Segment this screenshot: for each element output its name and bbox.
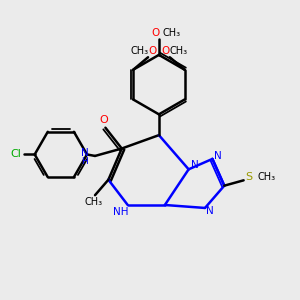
Text: N: N [206, 206, 214, 216]
Text: O: O [161, 46, 170, 56]
Text: CH₃: CH₃ [258, 172, 276, 182]
Text: Cl: Cl [10, 149, 21, 160]
Text: O: O [148, 46, 157, 56]
Text: N: N [191, 160, 199, 170]
Text: S: S [245, 172, 253, 182]
Text: CH₃: CH₃ [162, 28, 181, 38]
Text: NH: NH [113, 207, 129, 218]
Text: CH₃: CH₃ [169, 46, 188, 56]
Text: CH₃: CH₃ [131, 46, 149, 56]
Text: N: N [214, 151, 222, 161]
Text: O: O [151, 28, 159, 38]
Text: H: H [81, 157, 88, 166]
Text: CH₃: CH₃ [85, 197, 103, 207]
Text: O: O [100, 115, 108, 125]
Text: N: N [81, 148, 88, 158]
